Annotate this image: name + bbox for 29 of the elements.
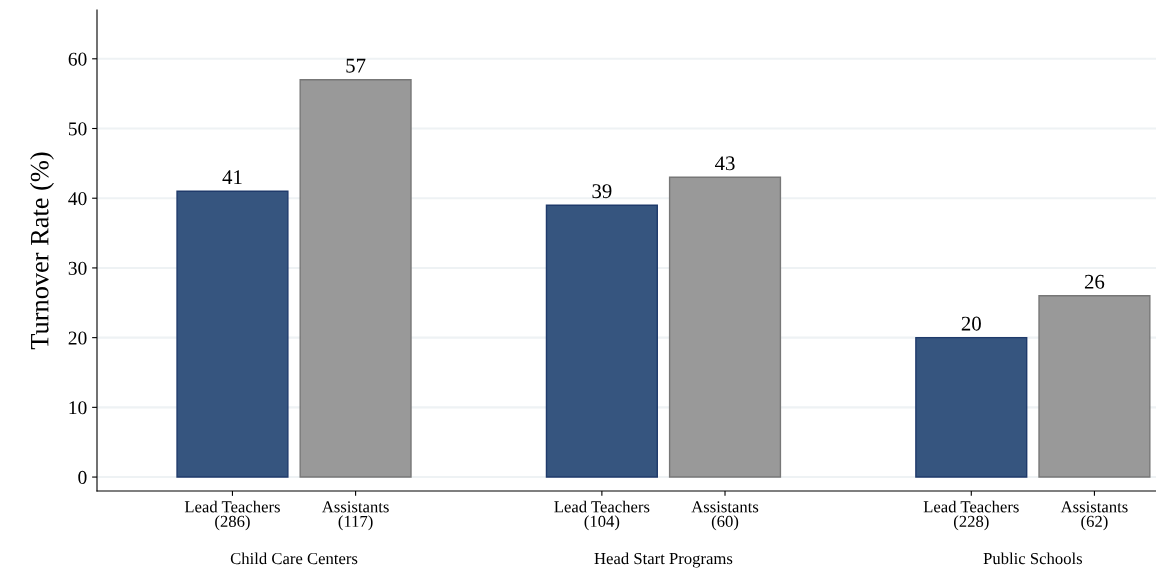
y-tick-label: 20: [68, 331, 87, 345]
y-tick-label: 50: [68, 122, 87, 136]
x-tick-label: Assistants (60): [691, 501, 759, 531]
text: Head Start Programs: [594, 552, 733, 568]
y-tick-label: 10: [69, 401, 87, 415]
x-tick-label: Lead Teachers (228): [923, 500, 1019, 531]
y-tick-label: 40: [68, 192, 87, 206]
data-label: 39: [592, 184, 612, 199]
data-label: 43: [715, 156, 735, 171]
text: Public Schools: [983, 552, 1083, 565]
y-tick-label: 0: [78, 470, 87, 484]
x-tick-label: Assistants (62): [1060, 501, 1128, 531]
data-label: 20: [961, 316, 981, 331]
y-axis-title: Turnover Rate (%): [30, 152, 54, 350]
y-tick-label: 60: [68, 52, 87, 66]
bar: [668, 176, 782, 478]
x-tick-label: Lead Teachers (104): [554, 500, 650, 531]
data-label: 41: [222, 170, 242, 185]
bar: [915, 336, 1028, 478]
data-label: 26: [1084, 274, 1105, 289]
data-label: 57: [346, 58, 366, 73]
bar: [176, 190, 289, 478]
x-tick-label: Lead Teachers (286): [184, 500, 280, 531]
text: Child Care Centers: [230, 552, 358, 565]
bar: [299, 79, 412, 478]
y-tick-label: 30: [68, 261, 87, 275]
bar: [545, 204, 658, 478]
x-tick-label: Assistants (117): [321, 501, 389, 531]
bar: [1038, 295, 1151, 478]
